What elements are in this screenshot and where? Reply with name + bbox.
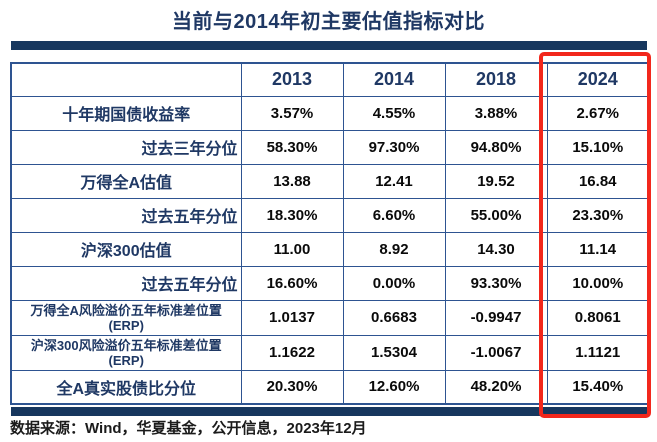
cell: 6.60% xyxy=(342,197,446,233)
cell: 15.10% xyxy=(546,129,650,165)
bottom-divider-bar xyxy=(11,407,647,416)
cell: 8.92 xyxy=(342,231,446,267)
cell: 0.6683 xyxy=(342,299,446,336)
row-label: 沪深300估值 xyxy=(10,231,242,267)
cell: 16.84 xyxy=(546,163,650,199)
cell: 12.41 xyxy=(342,163,446,199)
valuation-table: 2013 2014 2018 2024 十年期国债收益率 3.57% 4.55%… xyxy=(10,62,650,405)
table-row: 万得全A估值 13.88 12.41 19.52 16.84 xyxy=(10,163,650,199)
cell: 0.00% xyxy=(342,265,446,301)
cell: 20.30% xyxy=(240,369,344,405)
table-row: 沪深300风险溢价五年标准差位置 (ERP) 1.1622 1.5304 -1.… xyxy=(10,334,650,371)
cell: 48.20% xyxy=(444,369,548,405)
header-row: 2013 2014 2018 2024 xyxy=(10,62,650,97)
row-label: 十年期国债收益率 xyxy=(10,95,242,131)
cell: 16.60% xyxy=(240,265,344,301)
row-label: 过去五年分位 xyxy=(10,197,242,233)
cell: 12.60% xyxy=(342,369,446,405)
cell: 1.1121 xyxy=(546,334,650,371)
cell: 3.88% xyxy=(444,95,548,131)
cell: 18.30% xyxy=(240,197,344,233)
row-label: 万得全A估值 xyxy=(10,163,242,199)
cell: 0.8061 xyxy=(546,299,650,336)
cell: 1.1622 xyxy=(240,334,344,371)
page-title: 当前与2014年初主要估值指标对比 xyxy=(172,11,485,33)
table-row: 沪深300估值 11.00 8.92 14.30 11.14 xyxy=(10,231,650,267)
cell: -0.9947 xyxy=(444,299,548,336)
cell: 55.00% xyxy=(444,197,548,233)
cell: 1.0137 xyxy=(240,299,344,336)
row-label: 过去五年分位 xyxy=(10,265,242,301)
cell: 58.30% xyxy=(240,129,344,165)
row-label: 沪深300风险溢价五年标准差位置 (ERP) xyxy=(10,334,242,371)
top-divider-bar xyxy=(11,41,647,50)
column-header-2014: 2014 xyxy=(342,62,446,97)
table-row: 过去五年分位 18.30% 6.60% 55.00% 23.30% xyxy=(10,197,650,233)
table-row: 全A真实股债比分位 20.30% 12.60% 48.20% 15.40% xyxy=(10,369,650,405)
row-label: 万得全A风险溢价五年标准差位置 (ERP) xyxy=(10,299,242,336)
cell: -1.0067 xyxy=(444,334,548,371)
cell: 23.30% xyxy=(546,197,650,233)
cell: 94.80% xyxy=(444,129,548,165)
cell: 19.52 xyxy=(444,163,548,199)
cell: 93.30% xyxy=(444,265,548,301)
cell: 11.00 xyxy=(240,231,344,267)
data-source: 数据来源：Wind，华夏基金，公开信息，2023年12月 xyxy=(10,420,367,437)
cell: 2.67% xyxy=(546,95,650,131)
cell: 10.00% xyxy=(546,265,650,301)
cell: 3.57% xyxy=(240,95,344,131)
table-row: 过去三年分位 58.30% 97.30% 94.80% 15.10% xyxy=(10,129,650,165)
column-header-2013: 2013 xyxy=(240,62,344,97)
cell: 15.40% xyxy=(546,369,650,405)
cell: 1.5304 xyxy=(342,334,446,371)
row-label: 过去三年分位 xyxy=(10,129,242,165)
cell: 14.30 xyxy=(444,231,548,267)
table-row: 万得全A风险溢价五年标准差位置 (ERP) 1.0137 0.6683 -0.9… xyxy=(10,299,650,336)
column-header-2024: 2024 xyxy=(546,62,650,97)
column-header-2018: 2018 xyxy=(444,62,548,97)
table-row: 过去五年分位 16.60% 0.00% 93.30% 10.00% xyxy=(10,265,650,301)
cell: 13.88 xyxy=(240,163,344,199)
table-row: 十年期国债收益率 3.57% 4.55% 3.88% 2.67% xyxy=(10,95,650,131)
cell: 97.30% xyxy=(342,129,446,165)
cell: 4.55% xyxy=(342,95,446,131)
row-label: 全A真实股债比分位 xyxy=(10,369,242,405)
cell: 11.14 xyxy=(546,231,650,267)
corner-cell xyxy=(10,62,242,97)
